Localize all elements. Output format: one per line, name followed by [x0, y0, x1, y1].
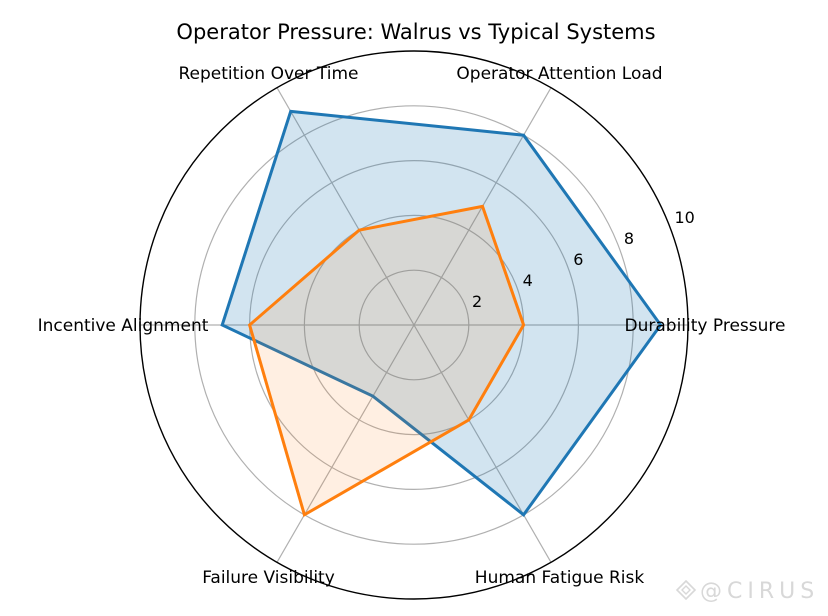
- series-1-line: [220, 109, 663, 517]
- watermark-logo-icon: [675, 579, 697, 601]
- tick-label: 8: [624, 229, 634, 248]
- tick-label: 6: [573, 250, 583, 269]
- tick-label: 4: [523, 271, 533, 290]
- outer-ring: [139, 50, 689, 600]
- grid: [139, 50, 689, 600]
- grid-spoke: [276, 87, 415, 326]
- axis-label: Operator Attention Load: [456, 64, 662, 84]
- radial-ticks: 2 4 6 8 10: [472, 208, 695, 311]
- grid-spoke: [413, 324, 552, 563]
- series-1-fill: [222, 111, 661, 515]
- axis-label: Durability Pressure: [625, 316, 786, 336]
- series-2-fill: [249, 206, 524, 515]
- tick-label: 10: [675, 208, 695, 227]
- series-2-line: [247, 204, 526, 518]
- series-layer: [220, 109, 663, 518]
- axis-labels: Durability Pressure Operator Attention Lo…: [38, 64, 786, 588]
- axis-label: Repetition Over Time: [178, 64, 358, 84]
- axis-label: Failure Visibility: [202, 568, 335, 588]
- watermark-text: @CIRUS: [700, 579, 819, 604]
- axis-label: Human Fatigue Risk: [475, 568, 645, 588]
- chart-title: Operator Pressure: Walrus vs Typical Sys…: [176, 20, 655, 44]
- tick-label: 2: [472, 292, 482, 311]
- axis-label: Incentive Alignment: [38, 316, 209, 336]
- grid-spoke: [276, 324, 415, 563]
- watermark: @CIRUS: [675, 579, 819, 604]
